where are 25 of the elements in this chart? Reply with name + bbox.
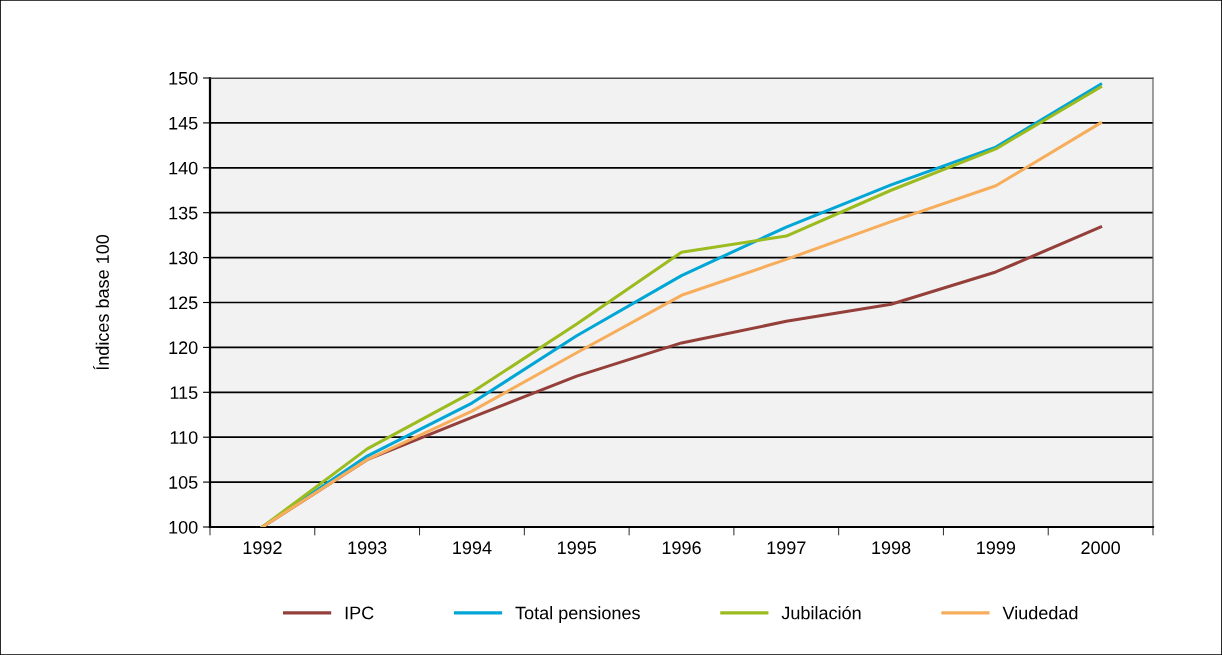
x-tick-label: 1995	[558, 541, 597, 555]
y-tick-label: 145	[169, 117, 198, 130]
x-tick-label: 1993	[348, 541, 387, 555]
y-tick-label: 140	[169, 161, 198, 175]
y-tick-label: 105	[169, 476, 198, 489]
y-tick-label: 115	[170, 386, 198, 400]
x-tick-label: 1997	[767, 541, 806, 555]
x-tick-label: 1996	[662, 541, 701, 555]
x-tick-label: 1994	[453, 541, 492, 555]
y-axis-title: Índices base 100	[93, 234, 109, 370]
x-tick-label: 1992	[243, 541, 282, 555]
y-tick-label: 135	[169, 206, 198, 220]
y-tick-label: 110	[170, 431, 198, 444]
x-tick-label: 2000	[1081, 541, 1120, 555]
x-tick-label: 1998	[872, 541, 911, 555]
y-tick-label: 100	[169, 520, 198, 534]
legend-label: Jubilación	[781, 605, 861, 620]
legend-label: Total pensiones	[515, 606, 640, 623]
y-tick-label: 120	[169, 341, 198, 355]
y-tick-label: 125	[169, 296, 198, 310]
x-tick-label: 1999	[977, 541, 1016, 555]
y-tick-label: 130	[169, 251, 198, 265]
legend-label: IPC	[345, 606, 374, 620]
legend-label: Viudedad	[1002, 606, 1078, 620]
y-tick-label: 150	[169, 71, 198, 85]
